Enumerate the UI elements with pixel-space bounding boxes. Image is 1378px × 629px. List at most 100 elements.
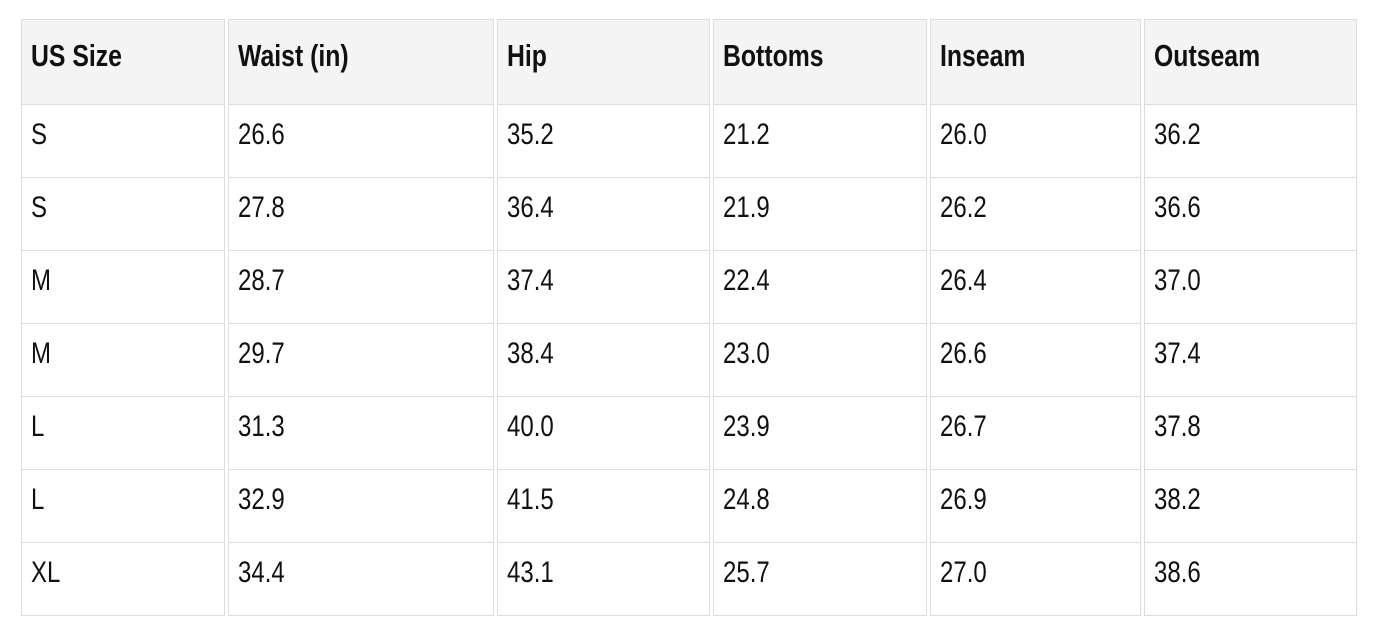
cell-value: 22.4 [723, 264, 770, 297]
size-chart-container: US Size Waist (in) Hip Bottoms Inseam Ou… [18, 19, 1378, 616]
cell-value: 40.0 [507, 410, 554, 443]
cell-hip: 43.1 [497, 543, 710, 616]
cell-value: 28.7 [238, 264, 285, 297]
cell-outseam: 38.6 [1144, 543, 1357, 616]
cell-outseam: 37.0 [1144, 251, 1357, 324]
cell-value: M [31, 264, 51, 297]
cell-waist: 27.8 [228, 178, 494, 251]
table-row: M 28.7 37.4 22.4 26.4 37.0 [21, 251, 1357, 324]
table-row: M 29.7 38.4 23.0 26.6 37.4 [21, 324, 1357, 397]
column-header-inseam: Inseam [930, 19, 1141, 105]
cell-value: 32.9 [238, 483, 285, 516]
cell-inseam: 27.0 [930, 543, 1141, 616]
cell-hip: 36.4 [497, 178, 710, 251]
cell-value: 38.4 [507, 337, 554, 370]
cell-value: M [31, 337, 51, 370]
cell-size: L [21, 397, 225, 470]
cell-hip: 41.5 [497, 470, 710, 543]
cell-value: 27.0 [940, 556, 987, 589]
cell-inseam: 26.9 [930, 470, 1141, 543]
cell-value: 29.7 [238, 337, 285, 370]
cell-value: 21.2 [723, 118, 770, 151]
cell-size: XL [21, 543, 225, 616]
cell-bottoms: 23.9 [713, 397, 927, 470]
cell-value: 26.9 [940, 483, 987, 516]
cell-bottoms: 21.9 [713, 178, 927, 251]
cell-waist: 28.7 [228, 251, 494, 324]
cell-value: 37.8 [1154, 410, 1201, 443]
cell-inseam: 26.0 [930, 105, 1141, 178]
cell-value: 21.9 [723, 191, 770, 224]
cell-hip: 35.2 [497, 105, 710, 178]
cell-value: 36.6 [1154, 191, 1201, 224]
cell-bottoms: 25.7 [713, 543, 927, 616]
cell-outseam: 37.8 [1144, 397, 1357, 470]
header-row: US Size Waist (in) Hip Bottoms Inseam Ou… [21, 19, 1357, 105]
cell-value: S [31, 118, 48, 151]
cell-value: 27.8 [238, 191, 285, 224]
column-header-bottoms: Bottoms [713, 19, 927, 105]
cell-inseam: 26.6 [930, 324, 1141, 397]
column-header-waist-label: Waist (in) [238, 38, 349, 73]
size-chart-header: US Size Waist (in) Hip Bottoms Inseam Ou… [21, 19, 1357, 105]
cell-value: 36.4 [507, 191, 554, 224]
cell-value: 37.4 [507, 264, 554, 297]
table-row: L 31.3 40.0 23.9 26.7 37.8 [21, 397, 1357, 470]
cell-value: 26.2 [940, 191, 987, 224]
table-row: S 26.6 35.2 21.2 26.0 36.2 [21, 105, 1357, 178]
cell-value: 24.8 [723, 483, 770, 516]
cell-waist: 31.3 [228, 397, 494, 470]
cell-value: L [31, 483, 45, 516]
cell-value: 23.0 [723, 337, 770, 370]
cell-value: 26.7 [940, 410, 987, 443]
cell-size: M [21, 324, 225, 397]
cell-outseam: 38.2 [1144, 470, 1357, 543]
cell-value: 25.7 [723, 556, 770, 589]
column-header-hip: Hip [497, 19, 710, 105]
table-row: XL 34.4 43.1 25.7 27.0 38.6 [21, 543, 1357, 616]
cell-size: S [21, 105, 225, 178]
column-header-bottoms-label: Bottoms [723, 38, 824, 73]
cell-size: S [21, 178, 225, 251]
column-header-outseam: Outseam [1144, 19, 1357, 105]
size-chart-body: S 26.6 35.2 21.2 26.0 36.2 S 27.8 36.4 2… [21, 105, 1357, 616]
cell-outseam: 37.4 [1144, 324, 1357, 397]
cell-bottoms: 24.8 [713, 470, 927, 543]
cell-value: 38.2 [1154, 483, 1201, 516]
cell-inseam: 26.4 [930, 251, 1141, 324]
column-header-hip-label: Hip [507, 38, 547, 73]
cell-value: 37.4 [1154, 337, 1201, 370]
cell-size: L [21, 470, 225, 543]
cell-waist: 34.4 [228, 543, 494, 616]
cell-value: S [31, 191, 48, 224]
column-header-us-size: US Size [21, 19, 225, 105]
cell-outseam: 36.6 [1144, 178, 1357, 251]
cell-value: 26.4 [940, 264, 987, 297]
cell-value: 35.2 [507, 118, 554, 151]
cell-hip: 38.4 [497, 324, 710, 397]
cell-value: 43.1 [507, 556, 554, 589]
cell-outseam: 36.2 [1144, 105, 1357, 178]
cell-hip: 37.4 [497, 251, 710, 324]
cell-hip: 40.0 [497, 397, 710, 470]
cell-value: 38.6 [1154, 556, 1201, 589]
table-row: L 32.9 41.5 24.8 26.9 38.2 [21, 470, 1357, 543]
table-row: S 27.8 36.4 21.9 26.2 36.6 [21, 178, 1357, 251]
column-header-waist: Waist (in) [228, 19, 494, 105]
cell-value: 26.0 [940, 118, 987, 151]
cell-waist: 32.9 [228, 470, 494, 543]
column-header-outseam-label: Outseam [1154, 38, 1261, 73]
cell-inseam: 26.7 [930, 397, 1141, 470]
column-header-inseam-label: Inseam [940, 38, 1026, 73]
cell-bottoms: 23.0 [713, 324, 927, 397]
column-header-us-size-label: US Size [31, 38, 122, 73]
cell-value: 36.2 [1154, 118, 1201, 151]
cell-value: 37.0 [1154, 264, 1201, 297]
cell-value: 23.9 [723, 410, 770, 443]
cell-value: 26.6 [238, 118, 285, 151]
cell-value: 41.5 [507, 483, 554, 516]
cell-waist: 26.6 [228, 105, 494, 178]
cell-size: M [21, 251, 225, 324]
cell-value: 31.3 [238, 410, 285, 443]
cell-waist: 29.7 [228, 324, 494, 397]
